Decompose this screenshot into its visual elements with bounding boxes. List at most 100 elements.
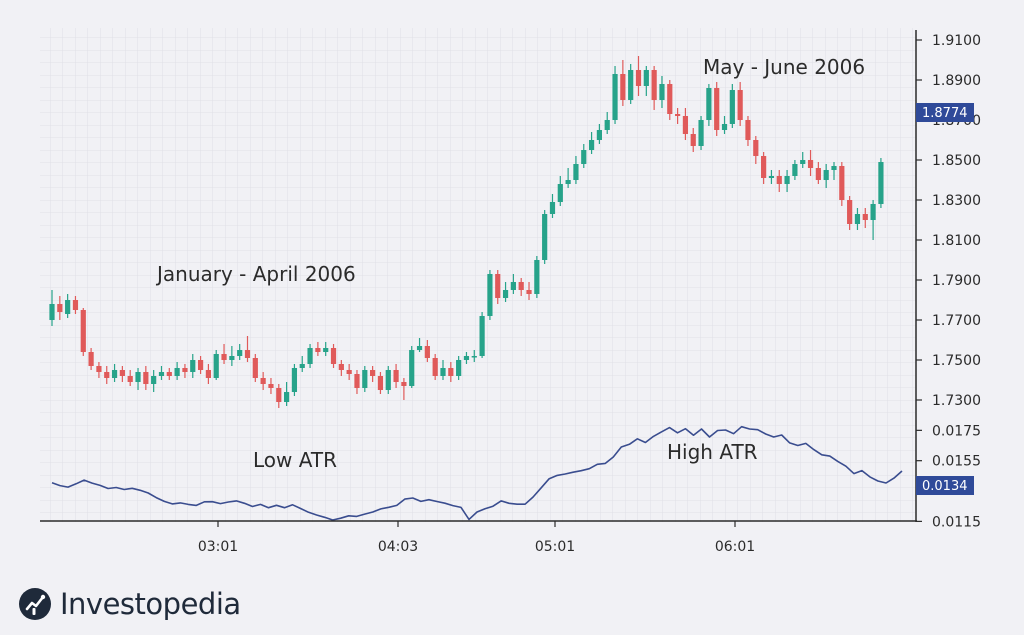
candle: [831, 162, 837, 180]
candle: [839, 162, 845, 206]
investopedia-logo: Investopedia: [18, 584, 241, 624]
grid: [40, 28, 916, 522]
candle: [737, 82, 743, 126]
candle: [643, 66, 649, 96]
candle: [448, 362, 454, 382]
candle: [596, 124, 602, 144]
candle: [862, 208, 868, 228]
candle: [330, 344, 337, 368]
price-y-ticks: 1.91001.89001.87001.85001.83001.81001.79…: [916, 33, 981, 409]
candle: [565, 168, 571, 188]
candle: [299, 356, 305, 372]
atr-series: [51, 425, 903, 521]
candle: [260, 372, 266, 390]
candle: [675, 108, 681, 124]
candle: [401, 378, 407, 400]
candle: [745, 116, 751, 146]
candle: [354, 370, 360, 394]
candle: [440, 360, 446, 380]
candle: [807, 150, 814, 176]
candle: [284, 382, 290, 406]
atr-tick-label: 0.0115: [932, 514, 981, 530]
candle: [96, 362, 102, 378]
candle: [72, 296, 79, 314]
candle: [197, 356, 204, 374]
candle: [432, 354, 438, 380]
investopedia-logo-text: Investopedia: [60, 587, 241, 621]
annotation-high-atr: High ATR: [667, 440, 758, 464]
candle: [323, 342, 329, 356]
candle: [291, 364, 298, 396]
candle: [534, 256, 540, 298]
price-tick-label: 1.7300: [932, 393, 981, 409]
candle: [761, 152, 767, 184]
candle: [276, 384, 282, 408]
candle: [151, 370, 157, 392]
candle: [377, 372, 384, 394]
candle: [721, 116, 728, 134]
candle: [119, 366, 125, 382]
candle: [612, 66, 618, 124]
price-tick-label: 1.7700: [932, 313, 981, 329]
x-tick-label: 04:03: [378, 539, 418, 555]
atr-y-ticks: 0.0175 0.0155 0.0115: [916, 423, 981, 530]
candle: [127, 370, 133, 386]
candle: [823, 164, 829, 188]
candle: [635, 56, 642, 96]
candle: [174, 362, 180, 380]
candle: [237, 344, 243, 360]
candle: [456, 356, 462, 380]
candle: [111, 364, 118, 382]
candle: [542, 210, 548, 264]
candle: [847, 196, 853, 230]
candle: [768, 170, 775, 184]
candle: [244, 336, 251, 362]
candle: [190, 354, 196, 378]
candle: [229, 346, 235, 366]
candle: [549, 194, 556, 218]
candle: [557, 176, 563, 206]
price-current-value: 1.8774: [922, 106, 968, 121]
atr-tick-label: 0.0155: [932, 454, 981, 470]
candle: [307, 344, 313, 368]
atr-tick-label: 0.0175: [932, 423, 981, 439]
candle: [424, 340, 430, 362]
candle: [182, 364, 188, 378]
price-tick-label: 1.7500: [932, 353, 981, 369]
candle: [166, 368, 172, 380]
x-tick-label: 03:01: [198, 539, 238, 555]
candle: [518, 278, 524, 296]
investopedia-logo-icon: [19, 588, 51, 620]
candle: [158, 366, 165, 380]
price-tick-label: 1.9100: [932, 33, 981, 49]
x-ticks: 03:01 04:03 05:01 06:01: [198, 521, 755, 555]
candle: [776, 170, 782, 192]
candle: [800, 152, 806, 168]
candle: [268, 378, 274, 394]
candle: [651, 66, 657, 110]
candle: [604, 112, 610, 134]
candle: [370, 366, 376, 382]
candle: [502, 282, 509, 302]
candle: [393, 364, 399, 388]
candle: [870, 200, 876, 240]
candle: [135, 368, 141, 390]
candle: [854, 208, 861, 230]
atr-line: [51, 425, 903, 521]
candle: [385, 366, 391, 394]
price-current-badge: 1.8774: [916, 103, 974, 122]
x-tick-label: 06:01: [715, 539, 755, 555]
candle: [714, 82, 720, 136]
price-tick-label: 1.7900: [932, 273, 981, 289]
candle: [57, 296, 63, 320]
candle: [659, 76, 665, 108]
candle: [80, 308, 86, 356]
candle: [784, 170, 790, 192]
x-tick-label: 05:01: [535, 539, 575, 555]
candle: [682, 108, 689, 140]
candle: [792, 160, 798, 180]
candle: [315, 342, 321, 356]
candle: [221, 344, 227, 364]
candle: [338, 360, 344, 376]
